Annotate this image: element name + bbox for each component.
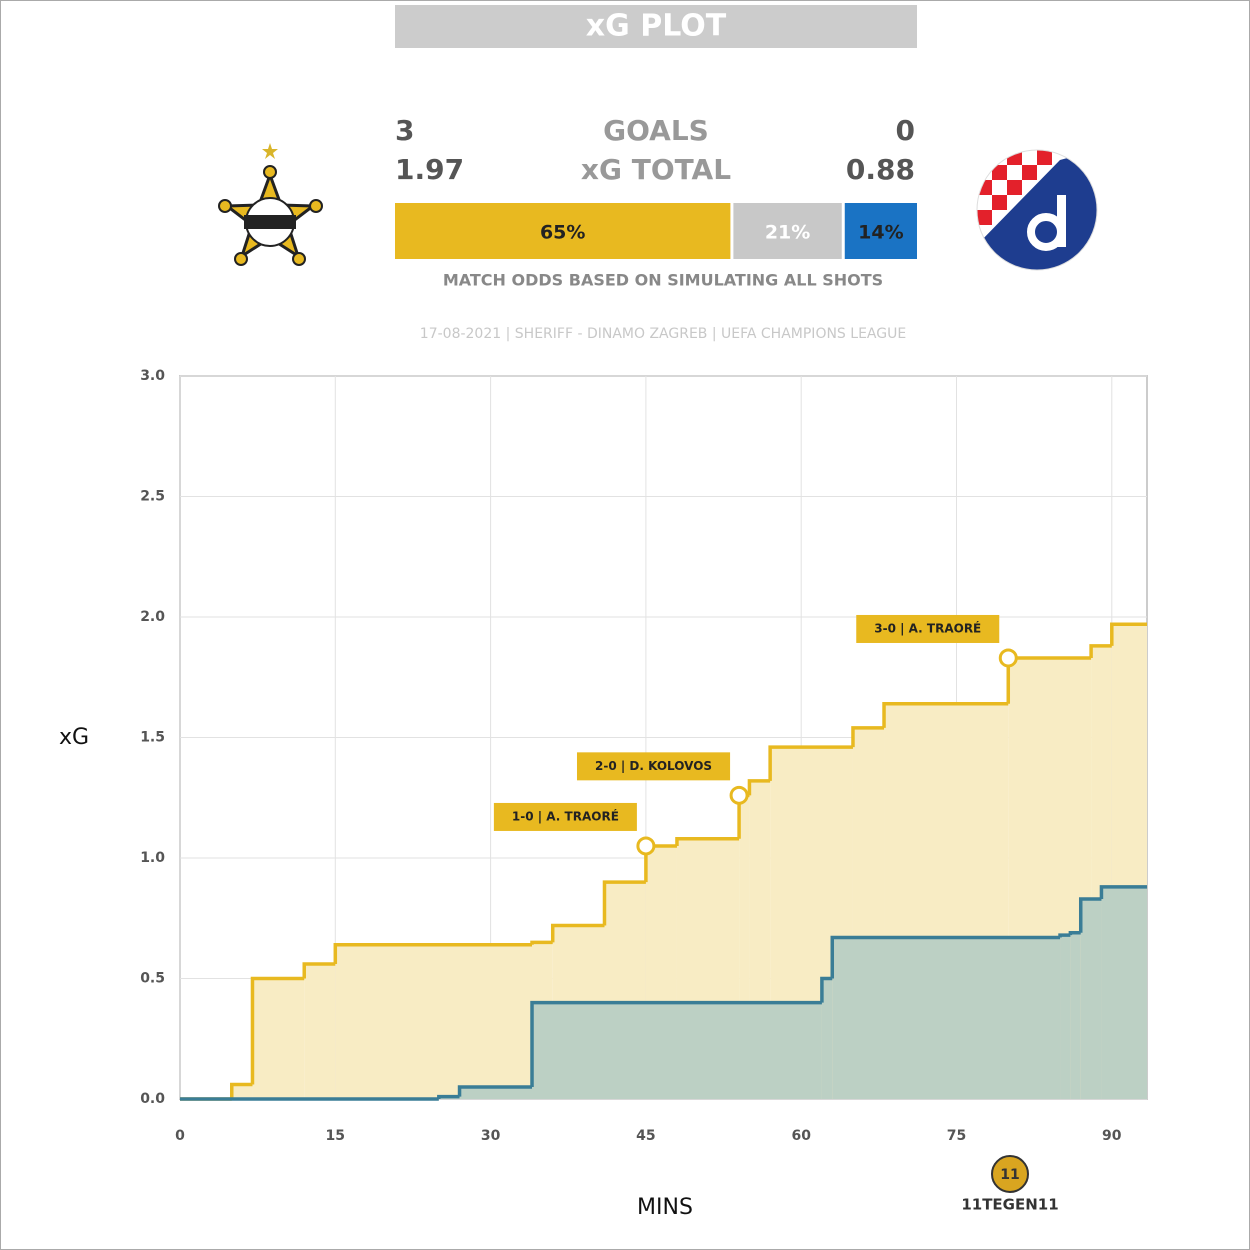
odds-bar <box>395 203 731 259</box>
line-step <box>851 726 885 748</box>
y-tick-label: 3.0 <box>140 368 165 384</box>
home-xg: 1.97 <box>395 153 464 186</box>
line-step <box>457 1085 533 1097</box>
away-goals: 0 <box>896 114 915 147</box>
x-tick-label: 15 <box>326 1128 345 1144</box>
area-step <box>1070 932 1081 1099</box>
line-step <box>250 976 305 1085</box>
goal-marker <box>636 836 656 856</box>
annotation-label: 3-0 | A. TRAORÉ <box>874 620 981 635</box>
area-step <box>335 944 533 1099</box>
annotation-label: 1-0 | A. TRAORÉ <box>512 808 619 823</box>
annotation: 2-0 | D. KOLOVOS <box>576 752 749 805</box>
x-tick-label: 90 <box>1102 1128 1122 1144</box>
area-step <box>832 937 1061 1099</box>
home-logo <box>218 143 323 266</box>
line-step <box>830 935 1061 979</box>
area-step <box>1080 898 1102 1099</box>
odds-label: 65% <box>540 222 585 244</box>
odds-label: 14% <box>858 222 903 244</box>
annotation-label: 2-0 | D. KOLOVOS <box>595 759 712 773</box>
annotation-box <box>856 614 1000 643</box>
odds-caption: MATCH ODDS BASED ON SIMULATING ALL SHOTS <box>443 271 883 290</box>
x-tick-label: 60 <box>791 1128 811 1144</box>
area-step <box>739 795 750 1099</box>
area-step <box>1060 935 1071 1099</box>
goal-marker <box>729 785 749 805</box>
y-tick-label: 0.0 <box>140 1091 165 1107</box>
y-tick-label: 1.0 <box>140 850 165 866</box>
area-step <box>821 978 833 1099</box>
x-tick-label: 45 <box>636 1128 655 1144</box>
area-step <box>252 978 305 1099</box>
line-step <box>550 923 605 943</box>
x-tick-label: 75 <box>947 1128 966 1144</box>
line-step <box>820 976 833 1003</box>
area-step <box>459 1086 533 1099</box>
annotation-box <box>493 802 637 831</box>
x-tick-label: 30 <box>481 1128 501 1144</box>
xg-label: xG TOTAL <box>581 153 731 186</box>
annotation-box <box>576 752 731 781</box>
area-step <box>304 964 336 1099</box>
annotation: 1-0 | A. TRAORÉ <box>493 802 656 856</box>
svg-text:11: 11 <box>1000 1167 1019 1183</box>
home-goals: 3 <box>395 114 414 147</box>
away-logo <box>976 149 1098 271</box>
line-step <box>302 962 336 979</box>
line-step <box>530 940 553 945</box>
odds-label: 21% <box>765 222 810 244</box>
title: xG PLOT <box>586 9 727 44</box>
odds-bar <box>844 203 917 259</box>
goal-marker <box>998 648 1018 668</box>
line-step <box>1058 933 1071 938</box>
area-step <box>1101 886 1147 1099</box>
line-step <box>1089 644 1112 658</box>
x-axis-label: MINS <box>637 1195 693 1220</box>
annotation: 3-0 | A. TRAORÉ <box>856 614 1018 668</box>
area-step <box>231 1084 253 1099</box>
line-step <box>747 779 771 796</box>
area-step <box>532 1002 822 1099</box>
line-step <box>1099 885 1147 899</box>
line-step <box>882 702 1009 728</box>
y-tick-label: 1.5 <box>140 730 165 746</box>
away-xg: 0.88 <box>846 153 915 186</box>
odds-bar <box>733 203 842 259</box>
line-step <box>1110 622 1147 646</box>
y-tick-label: 2.0 <box>140 609 165 625</box>
line-step <box>530 1000 822 1087</box>
subtitle: 17-08-2021 | SHERIFF - DINAMO ZAGREB | U… <box>420 326 906 342</box>
brand-logo: 11 <box>991 1155 1029 1193</box>
areas <box>231 624 1147 1099</box>
brand: 11TEGEN11 <box>961 1196 1058 1214</box>
line-step <box>333 943 533 965</box>
y-tick-label: 2.5 <box>140 489 165 505</box>
y-axis-label: xG <box>59 725 89 750</box>
title-bar <box>395 5 917 48</box>
y-tick-label: 0.5 <box>140 971 165 987</box>
goals-label: GOALS <box>603 114 709 147</box>
x-tick-label: 0 <box>175 1128 185 1144</box>
line-step <box>1068 930 1081 936</box>
line-step <box>675 836 740 846</box>
line-step <box>230 1082 253 1099</box>
line-step <box>768 745 853 781</box>
line-step <box>437 1094 460 1099</box>
line-step <box>602 880 646 926</box>
line-step <box>1078 897 1102 933</box>
